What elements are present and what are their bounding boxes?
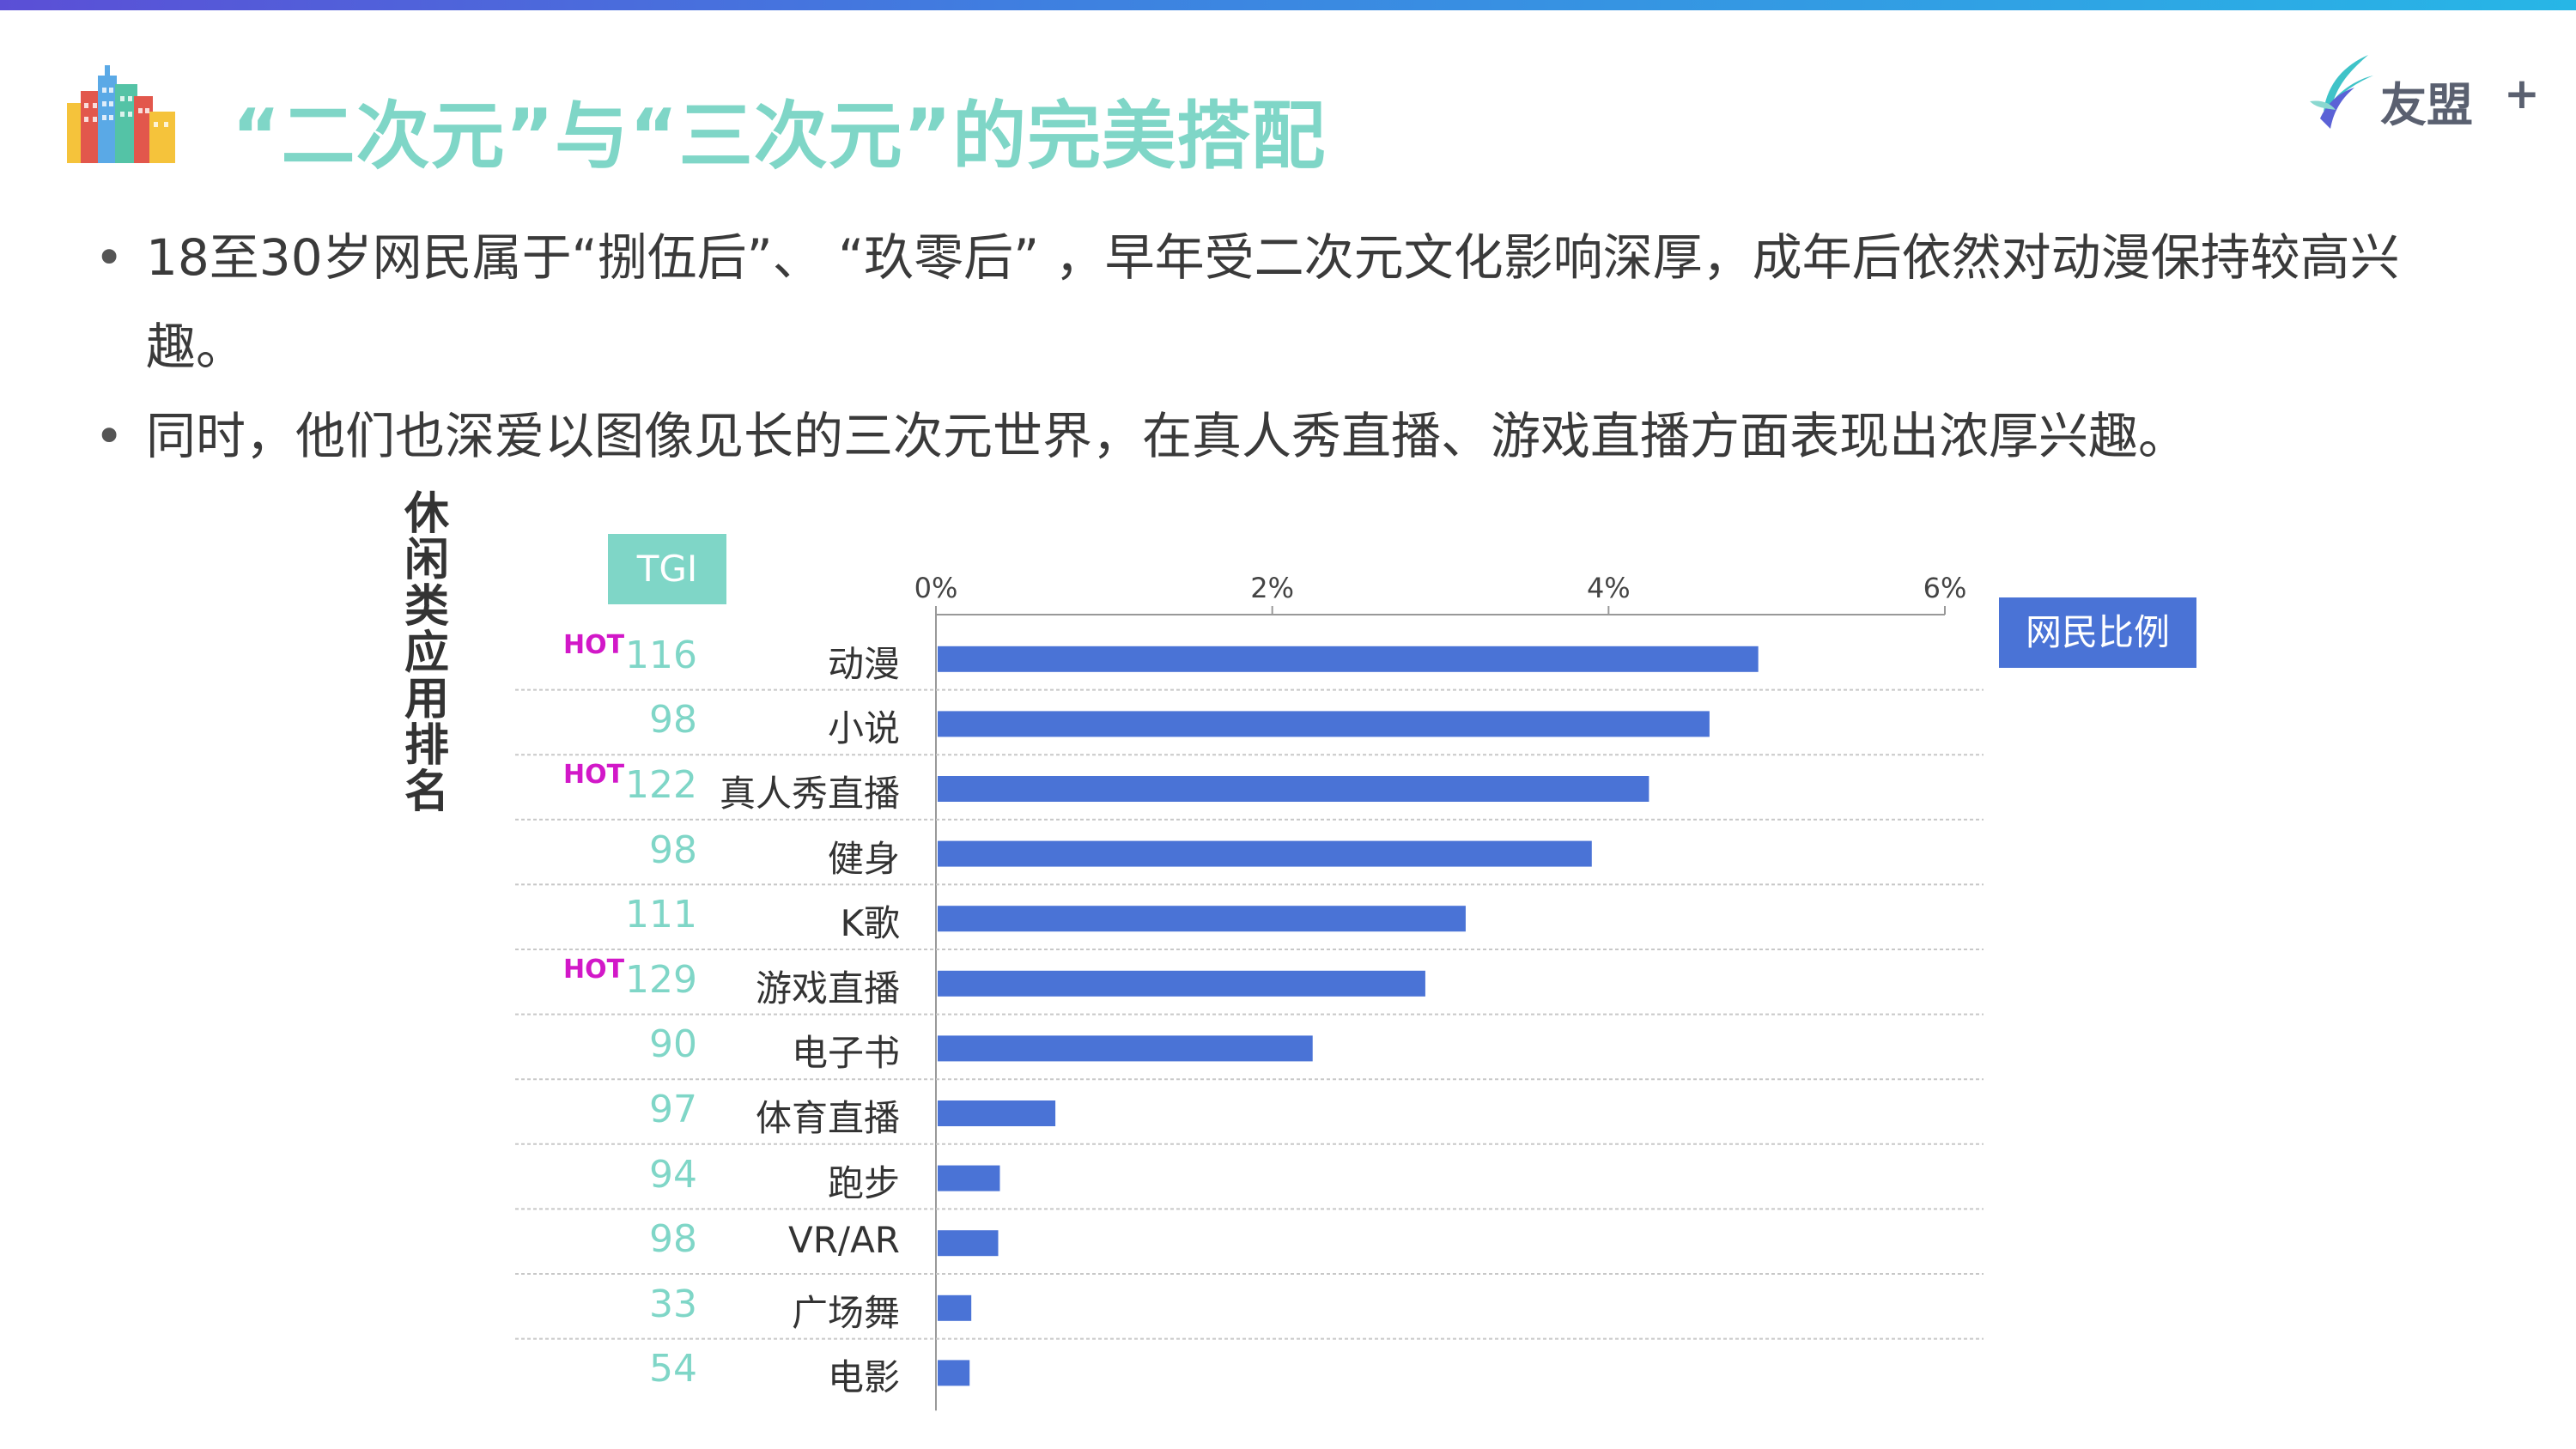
vertical-label-char: 休 xyxy=(404,488,449,540)
vertical-label-char: 用 xyxy=(404,674,449,725)
tgi-value: 94 xyxy=(649,1152,697,1197)
bullet-list: • 18至30岁网民属于“捌伍后”、 “玖零后” ，早年受二次元文化影响深厚，成… xyxy=(94,213,2430,481)
brand-plus: + xyxy=(2504,69,2540,118)
vertical-label-char: 名 xyxy=(404,767,449,818)
bar-mark xyxy=(938,1165,1000,1191)
bar-mark xyxy=(938,646,1759,672)
category-label: 跑步 xyxy=(827,1161,900,1204)
bar-mark xyxy=(938,711,1710,737)
hot-badge: HOT xyxy=(563,760,625,790)
category-label: 游戏直播 xyxy=(755,967,900,1009)
page-title: “二次元”与“三次元”的完美搭配 xyxy=(232,94,1327,179)
tgi-value: 54 xyxy=(649,1347,697,1391)
vertical-label-char: 类 xyxy=(404,581,449,633)
hot-badge: HOT xyxy=(563,629,625,660)
tgi-value: 90 xyxy=(649,1022,697,1067)
category-label: 广场舞 xyxy=(791,1291,900,1334)
x-tick-label: 0% xyxy=(914,572,958,604)
legend-box: 网民比例 xyxy=(1999,597,2196,668)
bar-mark xyxy=(938,970,1425,997)
tgi-value: 33 xyxy=(649,1282,697,1326)
bar-mark xyxy=(938,840,1592,867)
hot-badge: HOT xyxy=(563,954,625,985)
tgi-value: 98 xyxy=(649,698,697,743)
top-gradient-bar xyxy=(0,0,2576,10)
bar-mark xyxy=(938,906,1466,932)
bar-mark xyxy=(938,1294,972,1321)
tgi-header: TGI xyxy=(608,534,726,604)
tgi-value: 111 xyxy=(625,893,697,937)
vertical-label-char: 排 xyxy=(404,720,449,772)
bullet-dot: • xyxy=(94,228,125,287)
category-label: 电影 xyxy=(827,1356,900,1399)
umeng-leaf-icon xyxy=(2310,55,2373,129)
category-label: 电子书 xyxy=(791,1032,900,1075)
bar-mark xyxy=(938,1230,999,1257)
tgi-value: 116 xyxy=(625,633,697,677)
category-label: VR/AR xyxy=(788,1219,900,1262)
vertical-label-char: 应 xyxy=(404,627,449,679)
category-label: 小说 xyxy=(827,707,900,750)
bar-mark xyxy=(938,1100,1056,1126)
tgi-value: 98 xyxy=(649,1217,697,1262)
x-tick-label: 2% xyxy=(1250,572,1294,604)
category-label: 体育直播 xyxy=(755,1097,900,1139)
bullet-item: • 同时，他们也深爱以图像见长的三次元世界，在真人秀直播、游戏直播方面表现出浓厚… xyxy=(94,391,2430,481)
bar-mark xyxy=(938,1360,970,1386)
bullet-dot: • xyxy=(94,407,125,465)
x-tick-label: 6% xyxy=(1923,572,1967,604)
tgi-value: 97 xyxy=(649,1088,697,1131)
category-label: 健身 xyxy=(827,837,900,880)
brand-logo: 友盟 + xyxy=(2301,50,2540,144)
bullet-item: • 18至30岁网民属于“捌伍后”、 “玖零后” ，早年受二次元文化影响深厚，成… xyxy=(94,213,2430,391)
bullet-text: 同时，他们也深爱以图像见长的三次元世界，在真人秀直播、游戏直播方面表现出浓厚兴趣… xyxy=(146,407,2189,465)
bullet-text: 18至30岁网民属于“捌伍后”、 “玖零后” ，早年受二次元文化影响深厚，成年后… xyxy=(146,228,2400,376)
tgi-value: 98 xyxy=(649,828,697,872)
tgi-value: 129 xyxy=(625,957,697,1002)
tgi-value: 122 xyxy=(625,763,697,807)
city-skyline-icon xyxy=(67,65,175,163)
category-label: K歌 xyxy=(840,902,900,945)
vertical-label-char: 闲 xyxy=(404,535,449,586)
category-label: 真人秀直播 xyxy=(719,773,900,815)
bar-mark xyxy=(938,776,1649,802)
x-tick-label: 4% xyxy=(1587,572,1631,604)
brand-name: 友盟 xyxy=(2380,78,2473,132)
category-label: 动漫 xyxy=(827,642,900,685)
chart-vertical-label: 休闲类应用排名 xyxy=(397,491,457,815)
bar-mark xyxy=(938,1035,1313,1062)
